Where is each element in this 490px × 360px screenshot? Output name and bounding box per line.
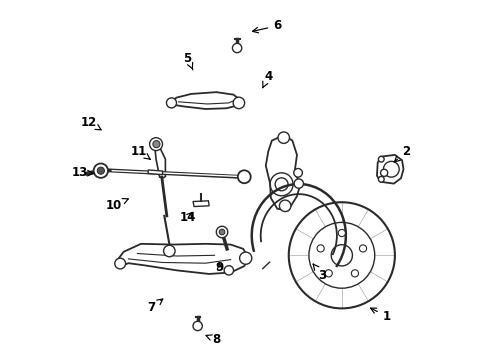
Text: 5: 5 [183, 51, 193, 70]
Circle shape [317, 245, 324, 252]
Circle shape [164, 245, 175, 257]
Circle shape [219, 229, 225, 235]
Circle shape [216, 226, 228, 238]
Circle shape [378, 156, 384, 162]
Circle shape [193, 321, 202, 330]
Text: 13: 13 [72, 166, 94, 179]
Polygon shape [193, 201, 209, 207]
Circle shape [381, 169, 388, 176]
Circle shape [238, 170, 251, 183]
Text: 3: 3 [313, 264, 326, 282]
Circle shape [294, 179, 303, 188]
Text: 9: 9 [216, 261, 224, 274]
Circle shape [378, 176, 384, 182]
Text: 8: 8 [206, 333, 220, 346]
Circle shape [115, 258, 125, 269]
Text: 1: 1 [370, 308, 391, 323]
Text: 14: 14 [179, 211, 196, 224]
Circle shape [94, 163, 108, 178]
Circle shape [294, 168, 302, 177]
Circle shape [338, 229, 345, 237]
Circle shape [240, 252, 252, 264]
Circle shape [153, 140, 160, 148]
Circle shape [167, 98, 176, 108]
Text: 6: 6 [252, 19, 281, 33]
Circle shape [224, 266, 234, 275]
Polygon shape [148, 170, 163, 175]
Text: 12: 12 [81, 116, 101, 130]
Circle shape [383, 161, 399, 177]
Circle shape [279, 200, 291, 212]
Circle shape [233, 97, 245, 109]
Circle shape [97, 167, 104, 174]
Circle shape [351, 270, 359, 277]
Circle shape [232, 43, 242, 53]
Text: 10: 10 [106, 199, 128, 212]
Circle shape [360, 245, 367, 252]
Text: 11: 11 [131, 145, 150, 159]
Circle shape [149, 138, 163, 150]
Text: 2: 2 [394, 145, 411, 162]
Text: 4: 4 [263, 69, 272, 88]
Text: 7: 7 [147, 299, 163, 314]
Circle shape [325, 270, 332, 277]
Circle shape [278, 132, 290, 143]
